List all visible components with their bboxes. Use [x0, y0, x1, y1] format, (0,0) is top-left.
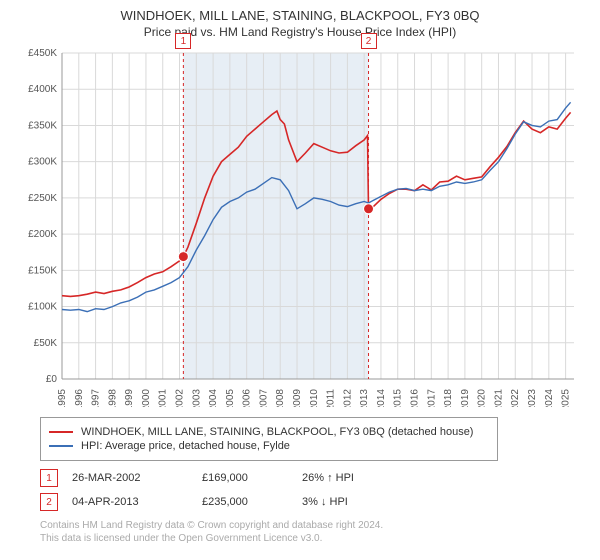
svg-text:£100K: £100K: [28, 302, 57, 313]
svg-text:2025: 2025: [561, 389, 572, 407]
marker-row-1: 1 26-MAR-2002£169,00026% ↑ HPI: [40, 469, 590, 487]
svg-text:£450K: £450K: [28, 48, 57, 59]
footer-line-2: This data is licensed under the Open Gov…: [40, 532, 590, 545]
marker-delta: 3% ↓ HPI: [302, 496, 402, 508]
svg-text:2016: 2016: [410, 389, 421, 407]
legend-row-0: WINDHOEK, MILL LANE, STAINING, BLACKPOOL…: [49, 426, 489, 438]
footer-attribution: Contains HM Land Registry data © Crown c…: [40, 519, 590, 545]
svg-text:2015: 2015: [393, 389, 404, 407]
svg-text:2017: 2017: [426, 389, 437, 407]
svg-text:2009: 2009: [292, 389, 303, 407]
svg-text:2023: 2023: [527, 389, 538, 407]
legend-swatch: [49, 431, 73, 433]
svg-text:2000: 2000: [141, 389, 152, 407]
chart-area: £0 £50K £100K £150K £200K £250K £300K £350K £400…: [20, 47, 580, 407]
line-chart-svg: £0 £50K £100K £150K £200K £250K £300K £350K £400…: [20, 47, 580, 407]
svg-text:2011: 2011: [326, 389, 337, 407]
legend-label: HPI: Average price, detached house, Fyld…: [81, 440, 290, 452]
svg-text:2012: 2012: [342, 389, 353, 407]
svg-text:2003: 2003: [191, 389, 202, 407]
svg-text:2018: 2018: [443, 389, 454, 407]
marker-delta: 26% ↑ HPI: [302, 472, 402, 484]
svg-text:£300K: £300K: [28, 157, 57, 168]
svg-text:2001: 2001: [158, 389, 169, 407]
svg-text:£350K: £350K: [28, 120, 57, 131]
marker-row-2: 2 04-APR-2013£235,0003% ↓ HPI: [40, 493, 590, 511]
svg-text:1998: 1998: [107, 389, 118, 407]
marker-date: 04-APR-2013: [72, 496, 202, 508]
svg-text:2021: 2021: [493, 389, 504, 407]
legend: WINDHOEK, MILL LANE, STAINING, BLACKPOOL…: [40, 417, 498, 461]
svg-text:2002: 2002: [175, 389, 186, 407]
svg-text:2005: 2005: [225, 389, 236, 407]
svg-text:£50K: £50K: [34, 338, 58, 349]
svg-text:2007: 2007: [258, 389, 269, 407]
marker-badge: 1: [40, 469, 58, 487]
svg-text:£200K: £200K: [28, 229, 57, 240]
marker-price: £235,000: [202, 496, 302, 508]
svg-text:£250K: £250K: [28, 193, 57, 204]
legend-row-1: HPI: Average price, detached house, Fyld…: [49, 440, 489, 452]
legend-label: WINDHOEK, MILL LANE, STAINING, BLACKPOOL…: [81, 426, 473, 438]
svg-text:1999: 1999: [124, 389, 135, 407]
chart-marker-badge-2: 2: [361, 33, 377, 49]
svg-text:2006: 2006: [242, 389, 253, 407]
svg-text:1995: 1995: [57, 389, 68, 407]
marker-table: 1 26-MAR-2002£169,00026% ↑ HPI 2 04-APR-201…: [40, 469, 590, 511]
svg-text:1997: 1997: [91, 389, 102, 407]
svg-text:2019: 2019: [460, 389, 471, 407]
chart-title: WINDHOEK, MILL LANE, STAINING, BLACKPOOL…: [10, 8, 590, 23]
svg-text:2010: 2010: [309, 389, 320, 407]
svg-text:2004: 2004: [208, 389, 219, 407]
svg-text:£150K: £150K: [28, 265, 57, 276]
svg-text:2022: 2022: [510, 389, 521, 407]
svg-text:2014: 2014: [376, 389, 387, 407]
svg-text:£400K: £400K: [28, 84, 57, 95]
marker-date: 26-MAR-2002: [72, 472, 202, 484]
chart-subtitle: Price paid vs. HM Land Registry's House …: [10, 25, 590, 39]
svg-text:2020: 2020: [477, 389, 488, 407]
footer-line-1: Contains HM Land Registry data © Crown c…: [40, 519, 590, 532]
marker-badge: 2: [40, 493, 58, 511]
svg-text:2013: 2013: [359, 389, 370, 407]
legend-swatch: [49, 445, 73, 447]
svg-text:1996: 1996: [74, 389, 85, 407]
svg-text:2008: 2008: [275, 389, 286, 407]
svg-text:£0: £0: [46, 374, 58, 385]
svg-text:2024: 2024: [544, 389, 555, 407]
chart-marker-badge-1: 1: [175, 33, 191, 49]
marker-price: £169,000: [202, 472, 302, 484]
